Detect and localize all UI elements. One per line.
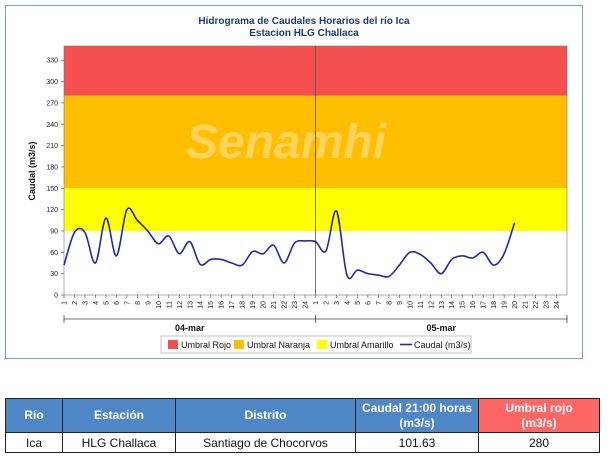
x-tick-label: 3 — [82, 301, 89, 305]
header-caudal-line2: (m3/s) — [399, 415, 435, 430]
x-tick-label: 14 — [449, 301, 456, 309]
x-tick-label: 22 — [533, 301, 540, 309]
cell-distrito: Santiago de Chocorvos — [175, 432, 356, 453]
x-tick-label: 6 — [114, 301, 121, 305]
series-line-caudal — [63, 207, 516, 280]
x-tick-label: 18 — [491, 301, 498, 309]
y-tick-label: 300 — [46, 79, 58, 86]
x-tick-label: 16 — [219, 301, 226, 309]
y-tick-label: 30 — [50, 271, 58, 278]
header-umbral-line1: Umbral rojo — [505, 400, 573, 415]
day-label: 05-mar — [426, 323, 456, 333]
x-tick-label: 20 — [261, 301, 268, 309]
x-tick-label: 4 — [344, 301, 351, 305]
legend-item-naranja-label: Umbral Naranja — [247, 340, 310, 350]
x-tick-label: 4 — [93, 301, 100, 305]
y-tick-label: 150 — [46, 186, 58, 193]
y-tick-label: 0 — [54, 293, 58, 300]
x-tick-label: 21 — [523, 301, 530, 309]
senamhi-watermark: Senamhi — [186, 116, 388, 169]
header-umbral-rojo: Umbral rojo (m3/s) — [478, 398, 600, 433]
y-tick-label: 180 — [46, 164, 58, 171]
x-tick-label: 1 — [62, 301, 69, 305]
y-tick-label: 90 — [50, 228, 58, 235]
x-tick-label: 14 — [198, 301, 205, 309]
x-tick-label: 10 — [407, 301, 414, 309]
x-tick-label: 7 — [124, 301, 131, 305]
x-tick-label: 20 — [512, 301, 519, 309]
x-tick-label: 1 — [313, 301, 320, 305]
chart-title: Hidrograma de Caudales Horarios del río … — [198, 16, 410, 27]
y-tick-label: 60 — [50, 250, 58, 257]
x-tick-label: 9 — [397, 301, 404, 305]
x-tick-label: 24 — [303, 301, 310, 309]
legend-item-rojo-swatch — [168, 340, 178, 349]
x-tick-label: 15 — [208, 301, 215, 309]
chart-frame: Senamhi 0 30 60 90 120 150 180 210 240 270 300 330 1 2… — [5, 5, 583, 359]
x-tick-label: 7 — [376, 301, 383, 305]
x-tick-label: 11 — [418, 301, 425, 308]
x-tick-label: 21 — [271, 301, 278, 309]
x-tick-label: 17 — [229, 301, 236, 309]
x-tick-label: 19 — [502, 301, 509, 309]
y-tick-label: 330 — [46, 58, 58, 65]
x-tick-label: 5 — [103, 301, 110, 305]
y-tick-label: 240 — [46, 122, 58, 129]
x-tick-label: 24 — [554, 301, 561, 309]
legend-item-amarillo-swatch — [317, 340, 327, 349]
header-estacion: Estación — [62, 398, 176, 433]
table-row: Ica HLG Challaca Santiago de Chocorvos 1… — [5, 432, 600, 453]
cell-estacion: HLG Challaca — [62, 432, 176, 453]
x-tick-label: 10 — [156, 301, 163, 309]
x-tick-label: 22 — [282, 301, 289, 309]
x-tick-label: 15 — [460, 301, 467, 309]
header-distrito: Distrito — [175, 398, 356, 433]
cell-umbral: 280 — [478, 432, 600, 453]
y-tick-label: 270 — [46, 100, 58, 107]
x-tick-label: 18 — [240, 301, 247, 309]
x-tick-label: 17 — [481, 301, 488, 309]
legend-item-amarillo-label: Umbral Amarillo — [330, 340, 394, 350]
x-tick-label: 9 — [145, 301, 152, 305]
x-tick-label: 13 — [439, 301, 446, 309]
x-tick-label: 2 — [72, 301, 79, 305]
legend-item-rojo-label: Umbral Rojo — [181, 340, 231, 350]
x-tick-label: 23 — [544, 301, 551, 309]
cell-rio: Ica — [5, 432, 63, 453]
x-tick-label: 13 — [187, 301, 194, 309]
legend-item-naranja-swatch — [234, 340, 244, 349]
x-tick-label: 19 — [250, 301, 257, 309]
x-tick-label: 16 — [470, 301, 477, 309]
x-tick-label: 2 — [323, 301, 330, 305]
y-tick-label: 120 — [46, 207, 58, 214]
day-label: 04-mar — [175, 323, 205, 333]
chart-subtitle: Estacion HLG Challaca — [249, 28, 359, 39]
x-tick-label: 12 — [177, 301, 184, 309]
table-header-row: Río Estación Distrito Caudal 21:00 horas… — [5, 398, 600, 433]
x-tick-label: 11 — [166, 301, 173, 308]
station-info-table: Río Estación Distrito Caudal 21:00 horas… — [5, 398, 600, 453]
cell-caudal: 101.63 — [355, 432, 479, 453]
header-caudal-line1: Caudal 21:00 horas — [361, 400, 473, 415]
header-rio: Río — [5, 398, 63, 433]
header-umbral-line2: (m3/s) — [521, 415, 557, 430]
x-tick-label: 6 — [365, 301, 372, 305]
y-axis-label: Caudal (m3/s) — [27, 141, 37, 200]
x-tick-label: 23 — [292, 301, 299, 309]
x-tick-label: 12 — [428, 301, 435, 309]
x-tick-label: 5 — [355, 301, 362, 305]
x-tick-label: 8 — [135, 301, 142, 305]
header-caudal: Caudal 21:00 horas (m3/s) — [355, 398, 479, 433]
x-tick-label: 8 — [386, 301, 393, 305]
x-tick-label: 3 — [334, 301, 341, 305]
legend-item-caudal-label: Caudal (m3/s) — [414, 340, 471, 350]
y-tick-label: 210 — [46, 143, 58, 150]
